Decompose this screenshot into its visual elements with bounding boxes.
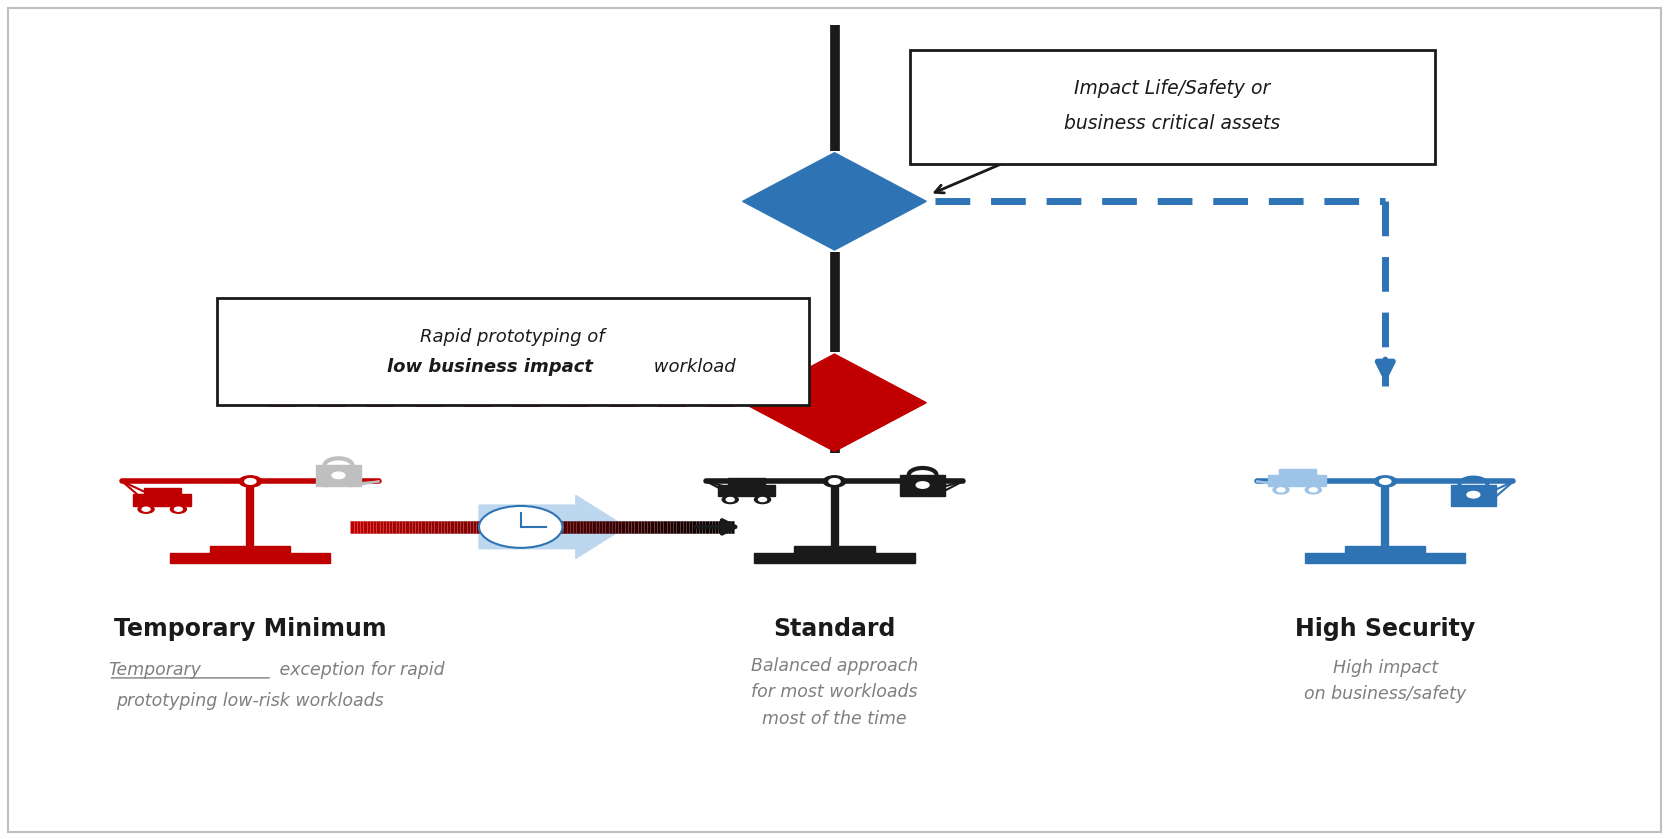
Circle shape	[174, 508, 182, 511]
Bar	[170, 553, 330, 563]
Bar	[900, 475, 945, 496]
Bar	[1305, 553, 1465, 563]
Circle shape	[1305, 486, 1322, 494]
Circle shape	[1374, 476, 1397, 487]
Bar	[1268, 475, 1325, 487]
Text: business critical assets: business critical assets	[1063, 114, 1280, 133]
Circle shape	[1380, 478, 1390, 484]
Circle shape	[726, 498, 734, 502]
Circle shape	[245, 478, 255, 484]
FancyBboxPatch shape	[910, 50, 1435, 164]
Text: exception for rapid: exception for rapid	[274, 660, 444, 679]
Circle shape	[1467, 492, 1480, 498]
Circle shape	[754, 496, 771, 503]
Text: Standard: Standard	[773, 618, 896, 641]
Text: workload: workload	[648, 358, 736, 377]
Circle shape	[758, 498, 766, 502]
Circle shape	[332, 472, 345, 478]
Text: High impact
on business/safety: High impact on business/safety	[1303, 659, 1467, 703]
Circle shape	[1277, 487, 1285, 492]
Circle shape	[139, 505, 154, 513]
Polygon shape	[743, 354, 926, 451]
Text: Rapid prototyping of: Rapid prototyping of	[421, 328, 604, 347]
Circle shape	[723, 496, 738, 503]
FancyArrow shape	[479, 495, 626, 559]
Circle shape	[1308, 487, 1317, 492]
Bar	[718, 485, 774, 496]
FancyBboxPatch shape	[217, 298, 809, 405]
Bar	[315, 466, 361, 487]
Circle shape	[142, 508, 150, 511]
Bar	[144, 488, 180, 494]
Polygon shape	[743, 153, 926, 250]
Bar	[794, 546, 875, 553]
Text: prototyping low-risk workloads: prototyping low-risk workloads	[117, 692, 384, 711]
Text: Temporary Minimum: Temporary Minimum	[113, 618, 387, 641]
Circle shape	[239, 476, 262, 487]
Text: Impact Life/Safety or: Impact Life/Safety or	[1073, 79, 1270, 97]
Text: Temporary: Temporary	[108, 660, 202, 679]
Bar	[728, 478, 764, 485]
Bar	[210, 546, 290, 553]
Bar	[134, 494, 190, 506]
Circle shape	[823, 476, 846, 487]
Bar	[1450, 485, 1495, 506]
Bar	[754, 553, 915, 563]
Text: High Security: High Security	[1295, 618, 1475, 641]
Circle shape	[479, 506, 562, 548]
Circle shape	[170, 505, 187, 513]
Circle shape	[916, 482, 930, 488]
Bar	[1278, 469, 1315, 475]
Text: low business impact: low business impact	[387, 358, 592, 377]
Text: Balanced approach
for most workloads
most of the time: Balanced approach for most workloads mos…	[751, 657, 918, 727]
Bar	[1345, 546, 1425, 553]
Circle shape	[829, 478, 840, 484]
Circle shape	[1273, 486, 1288, 494]
